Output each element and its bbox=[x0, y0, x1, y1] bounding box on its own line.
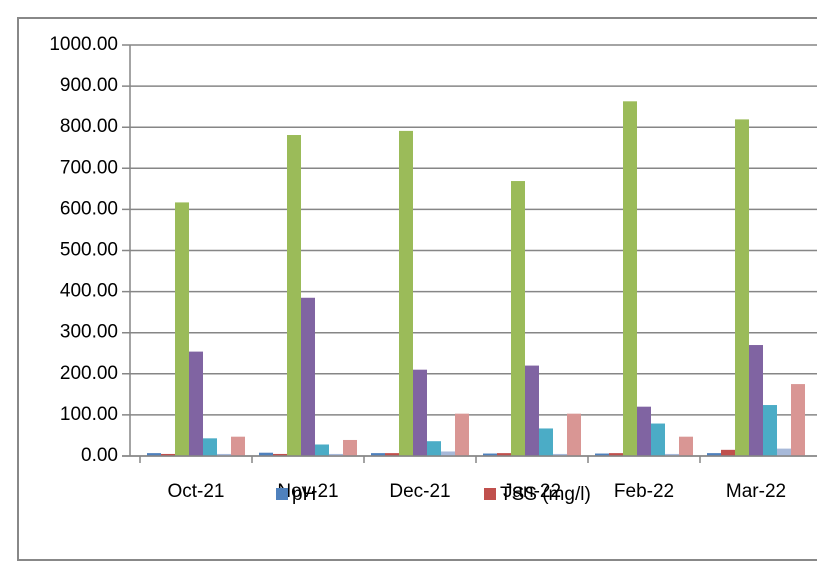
bar bbox=[637, 406, 651, 456]
bar bbox=[371, 453, 385, 456]
bar bbox=[301, 297, 315, 456]
bar bbox=[343, 439, 357, 456]
bar bbox=[721, 449, 735, 456]
y-tick-label: 200.00 bbox=[60, 363, 118, 384]
legend-marker bbox=[484, 488, 496, 500]
bar bbox=[273, 453, 287, 456]
bar bbox=[175, 202, 189, 456]
x-tick-label: Feb-22 bbox=[614, 481, 674, 502]
bar bbox=[203, 438, 217, 456]
x-tick-label: Nov-21 bbox=[277, 481, 338, 502]
bar bbox=[539, 428, 553, 456]
bar bbox=[777, 448, 791, 456]
bar bbox=[525, 365, 539, 456]
y-tick-label: 900.00 bbox=[60, 75, 118, 96]
bar bbox=[763, 405, 777, 456]
bar bbox=[161, 453, 175, 456]
bar bbox=[259, 452, 273, 456]
y-tick-label: 1000.00 bbox=[49, 34, 118, 55]
bar bbox=[651, 423, 665, 456]
chart-frame bbox=[17, 17, 817, 561]
bar bbox=[791, 384, 805, 456]
x-tick-label: Jan-22 bbox=[503, 481, 561, 502]
y-tick-label: 800.00 bbox=[60, 116, 118, 137]
bar bbox=[749, 345, 763, 456]
bar bbox=[189, 351, 203, 456]
bar bbox=[511, 181, 525, 456]
bar bbox=[329, 453, 343, 456]
bar bbox=[609, 453, 623, 456]
bar bbox=[147, 453, 161, 456]
bar bbox=[483, 453, 497, 456]
bar bbox=[399, 130, 413, 457]
x-tick-label: Mar-22 bbox=[726, 481, 786, 502]
bar bbox=[735, 119, 749, 457]
bar bbox=[231, 436, 245, 456]
bar bbox=[413, 369, 427, 456]
bar bbox=[665, 453, 679, 456]
bar bbox=[315, 444, 329, 456]
bar bbox=[679, 436, 693, 456]
y-tick-label: 700.00 bbox=[60, 157, 118, 178]
bar bbox=[567, 413, 581, 456]
bar bbox=[553, 453, 567, 456]
legend-label: TSS (mg/l) bbox=[500, 484, 591, 505]
y-tick-label: 400.00 bbox=[60, 281, 118, 302]
x-tick-label: Dec-21 bbox=[389, 481, 450, 502]
y-tick-label: 0.00 bbox=[81, 445, 118, 466]
bar bbox=[497, 453, 511, 456]
y-tick-label: 600.00 bbox=[60, 198, 118, 219]
bar bbox=[455, 413, 469, 456]
legend-marker bbox=[276, 488, 288, 500]
y-tick-label: 500.00 bbox=[60, 240, 118, 261]
bar bbox=[623, 101, 637, 456]
bar bbox=[707, 453, 721, 456]
y-tick-label: 300.00 bbox=[60, 322, 118, 343]
bar bbox=[287, 135, 301, 456]
y-tick-label: 100.00 bbox=[60, 404, 118, 425]
bar bbox=[595, 453, 609, 456]
legend-label: pH bbox=[292, 484, 316, 505]
bar bbox=[427, 441, 441, 456]
bar bbox=[441, 451, 455, 456]
bar bbox=[217, 453, 231, 456]
x-tick-label: Oct-21 bbox=[167, 481, 224, 502]
bar bbox=[385, 453, 399, 456]
